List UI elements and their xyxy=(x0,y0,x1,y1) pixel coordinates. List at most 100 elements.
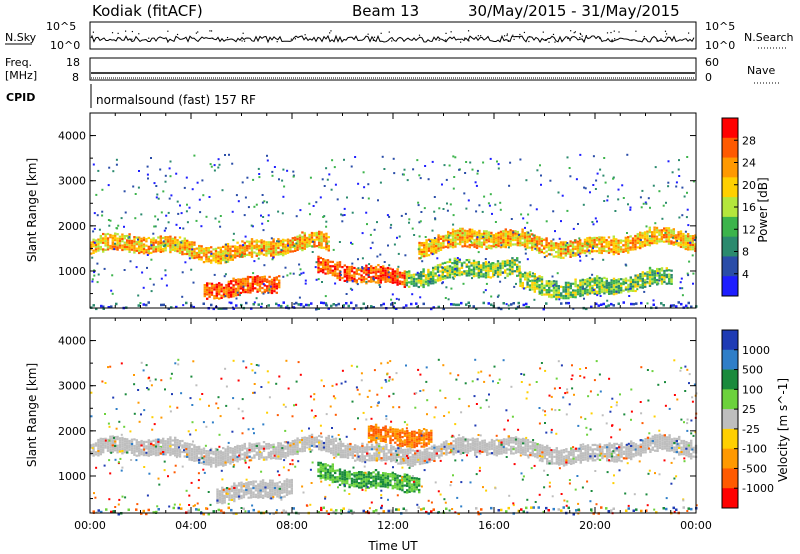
power-cell xyxy=(451,241,455,244)
power-scatter xyxy=(223,275,226,278)
power-scatter xyxy=(592,184,595,186)
velocity-cell xyxy=(150,442,153,445)
power-cell xyxy=(516,239,519,242)
power-cell xyxy=(665,276,668,279)
power-cell xyxy=(564,294,568,298)
velocity-cell xyxy=(404,453,407,456)
power-cell xyxy=(660,233,663,236)
power-scatter xyxy=(614,210,617,212)
power-cell xyxy=(555,298,558,301)
power-cell xyxy=(617,248,620,251)
power-cell xyxy=(463,236,467,239)
power-scatter xyxy=(314,266,317,269)
cpid-value: normalsound (fast) 157 RF xyxy=(96,93,256,107)
power-scatter xyxy=(262,283,265,286)
velocity-cell xyxy=(409,460,412,463)
velocity-cell xyxy=(94,453,98,456)
velocity-cell xyxy=(188,445,191,448)
power-cell xyxy=(382,267,385,270)
power-cell xyxy=(655,229,659,232)
power-near-cell xyxy=(380,304,383,307)
velocity-cell xyxy=(303,443,306,446)
power-cell xyxy=(684,236,687,240)
power-cell xyxy=(509,244,512,247)
power-cell xyxy=(350,267,354,271)
power-scatter xyxy=(687,224,690,227)
power-cell xyxy=(547,248,551,251)
velocity-cell xyxy=(188,447,191,450)
power-cell xyxy=(687,248,690,251)
power-scatter xyxy=(101,210,104,213)
power-scatter xyxy=(109,219,112,222)
power-cell xyxy=(394,272,397,275)
power-scatter xyxy=(123,269,126,271)
power-cell xyxy=(258,280,262,283)
power-cell xyxy=(329,269,332,272)
power-scatter xyxy=(304,282,307,285)
power-cell xyxy=(619,239,623,242)
power-scatter xyxy=(493,274,496,276)
power-cell xyxy=(629,278,632,281)
velocity-cell xyxy=(162,442,165,445)
power-scatter xyxy=(157,218,159,221)
power-scatter xyxy=(181,295,184,298)
power-cell xyxy=(343,268,346,271)
power-cell xyxy=(348,272,351,275)
power-cell xyxy=(128,250,131,253)
power-cell xyxy=(648,231,651,234)
velocity-cell xyxy=(402,455,405,458)
power-cell xyxy=(634,283,637,286)
velocity-cell xyxy=(361,455,364,459)
velocity-cell xyxy=(188,456,191,459)
velocity-cell xyxy=(510,447,513,451)
velocity-cell xyxy=(387,451,390,454)
power-cell xyxy=(468,228,471,231)
power-cell xyxy=(656,283,659,286)
power-cell xyxy=(460,266,464,269)
power-scatter xyxy=(604,181,607,184)
power-scatter xyxy=(95,193,98,196)
power-cell xyxy=(213,288,216,291)
power-cell xyxy=(454,245,457,248)
power-cell xyxy=(665,229,668,232)
power-cell xyxy=(540,282,544,285)
power-scatter xyxy=(315,261,318,264)
power-cell xyxy=(540,276,544,279)
power-cell xyxy=(471,241,474,245)
power-near-cell xyxy=(302,305,305,308)
nsky-dot xyxy=(243,40,246,42)
velocity-cell xyxy=(514,438,518,441)
power-cell xyxy=(516,263,519,266)
power-cell xyxy=(258,247,261,250)
power-cell xyxy=(298,245,302,248)
velocity-cell xyxy=(495,454,498,457)
power-cell xyxy=(466,238,469,241)
power-scatter xyxy=(339,270,342,273)
power-cell xyxy=(382,271,385,275)
power-scatter xyxy=(198,198,201,201)
velocity-cell xyxy=(313,436,316,439)
velocity-cell xyxy=(368,459,371,462)
velocity-cell xyxy=(92,454,95,457)
velocity-cell xyxy=(375,457,378,460)
velocity-cell xyxy=(474,451,477,454)
power-scatter xyxy=(221,189,224,192)
power-cell xyxy=(133,249,136,252)
power-cell xyxy=(239,283,242,286)
power-cell xyxy=(610,241,613,244)
power-cell xyxy=(665,267,668,270)
power-cell xyxy=(322,266,325,269)
power-cell xyxy=(171,246,174,249)
nsky-dot xyxy=(450,31,452,33)
power-cell xyxy=(569,240,572,243)
power-cell xyxy=(224,245,227,249)
velocity-cell xyxy=(445,442,448,445)
velocity-cell xyxy=(277,444,280,447)
velocity-cell xyxy=(111,439,114,442)
power-cell xyxy=(262,242,266,245)
power-cell xyxy=(646,237,649,240)
power-cell xyxy=(232,284,235,287)
power-scatter xyxy=(467,199,470,202)
power-scatter xyxy=(153,182,156,185)
power-near-cell xyxy=(295,301,298,305)
